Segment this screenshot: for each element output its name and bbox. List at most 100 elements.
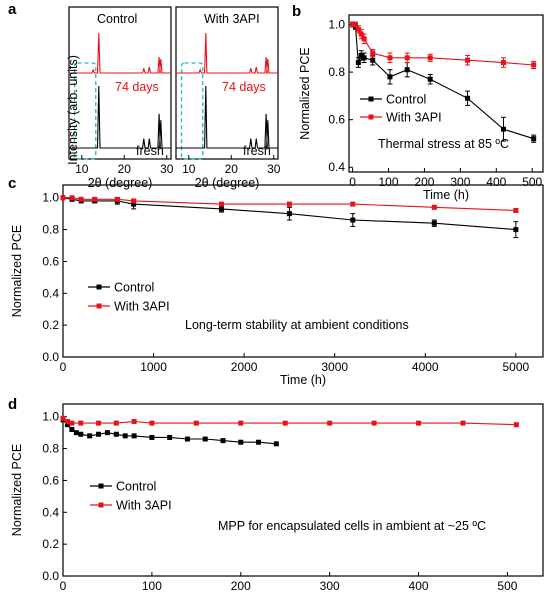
y-tick-label: 0.4 [42,505,59,519]
y-tick-label: 0.6 [328,113,345,127]
x-axis-label: 2θ (degree) [88,176,153,190]
series-line-0 [352,24,534,140]
data-point [286,211,292,217]
data-point [531,136,537,142]
legend-label: With 3API [116,499,172,513]
x-tick-label: 30 [160,162,174,176]
data-point [149,420,155,426]
annotation-text: MPP for encapsulated cells in ambient at… [218,519,486,533]
x-tick-label: 500 [497,579,517,593]
y-tick-label: 1.0 [42,191,59,205]
x-tick-label: 500 [522,175,542,189]
xrd-frame [175,6,279,160]
y-axis-label: Normalized PCE [298,47,312,139]
x-tick-label: 300 [450,175,470,189]
x-axis-label: Time (h) [280,373,326,387]
data-point [282,420,288,426]
y-tick-label: 0.4 [42,286,59,300]
x-tick-label: 20 [225,162,239,176]
panel-label-b: b [292,3,301,20]
data-point [202,436,208,442]
data-point [465,57,471,63]
data-point [286,201,292,207]
data-point [193,420,199,426]
panel-label-c: c [8,175,16,192]
x-tick-label: 5000 [502,360,529,374]
data-point [358,31,364,37]
x-tick-label: 400 [486,175,506,189]
series-line-1 [352,23,534,66]
curve-label: fresh [243,144,271,158]
data-point [273,441,279,447]
legend-marker [96,303,102,309]
data-point [104,430,110,436]
subpanel-title: Control [97,12,137,26]
x-axis-label: 2θ (degree) [195,176,260,190]
y-tick-label: 0.0 [42,350,59,364]
data-point [370,57,376,63]
x-tick-label: 300 [320,579,340,593]
data-point [131,419,137,425]
x-axis-label: Time (h) [423,188,469,202]
y-tick-label: 0.2 [42,318,59,332]
data-point [167,434,173,440]
y-tick-label: 1.0 [328,18,345,32]
data-point [96,431,102,437]
data-point [218,201,224,207]
data-point [513,207,519,213]
data-point [113,420,119,426]
x-tick-label: 30 [267,162,281,176]
data-point [64,419,70,425]
data-point [69,420,75,426]
y-tick-label: 0.6 [42,254,59,268]
data-point [350,217,356,223]
legend-marker [98,502,104,508]
plot-frame [348,14,544,173]
data-point [92,196,98,202]
data-point [427,76,433,82]
data-point [64,422,70,428]
data-point [69,426,75,432]
y-axis-label: Normalized PCE [10,225,24,317]
data-point [327,420,333,426]
curve-label: fresh [136,144,164,158]
data-point [114,196,120,202]
data-point [238,439,244,445]
data-point [355,26,361,32]
data-point [416,420,422,426]
data-point [220,438,226,444]
x-tick-label: 10 [182,162,196,176]
y-tick-label: 0.6 [42,473,59,487]
plot-frame [62,184,544,358]
y-tick-label: 0.2 [42,537,59,551]
data-point [465,95,471,101]
legend-label: With 3API [114,300,170,314]
data-point [78,196,84,202]
panel-b-thermal: 0 100 200 300 400 500 0.4 0.6 0.8 1.0 Time (h) Norm… [298,14,544,202]
annotation-text: Long-term stability at ambient condition… [185,318,409,332]
x-tick-label: 10 [75,162,89,176]
highlight-box [180,62,204,160]
data-point [60,415,66,421]
y-tick-label: 1.0 [42,410,59,424]
data-point [355,60,361,66]
x-tick-label: 100 [142,579,162,593]
x-tick-label: 0 [349,175,356,189]
xrd-pattern [176,32,278,74]
legend-label: Control [386,93,426,107]
data-point [361,36,367,42]
panel-a-xrd: 10 20 30 2θ (degree) Control 74 days fresh 10 20… [68,6,281,190]
data-point [387,74,393,80]
legend-label: With 3API [386,111,442,125]
x-tick-label: 3000 [321,360,348,374]
data-point [87,433,93,439]
y-tick-label: 0.4 [328,160,345,174]
highlight-box [73,62,97,160]
y-tick-label: 0.8 [328,65,345,79]
xrd-pattern [69,32,171,74]
x-tick-label: 200 [231,579,251,593]
xrd-pattern [176,85,278,149]
data-point [122,433,128,439]
data-point [358,52,364,58]
